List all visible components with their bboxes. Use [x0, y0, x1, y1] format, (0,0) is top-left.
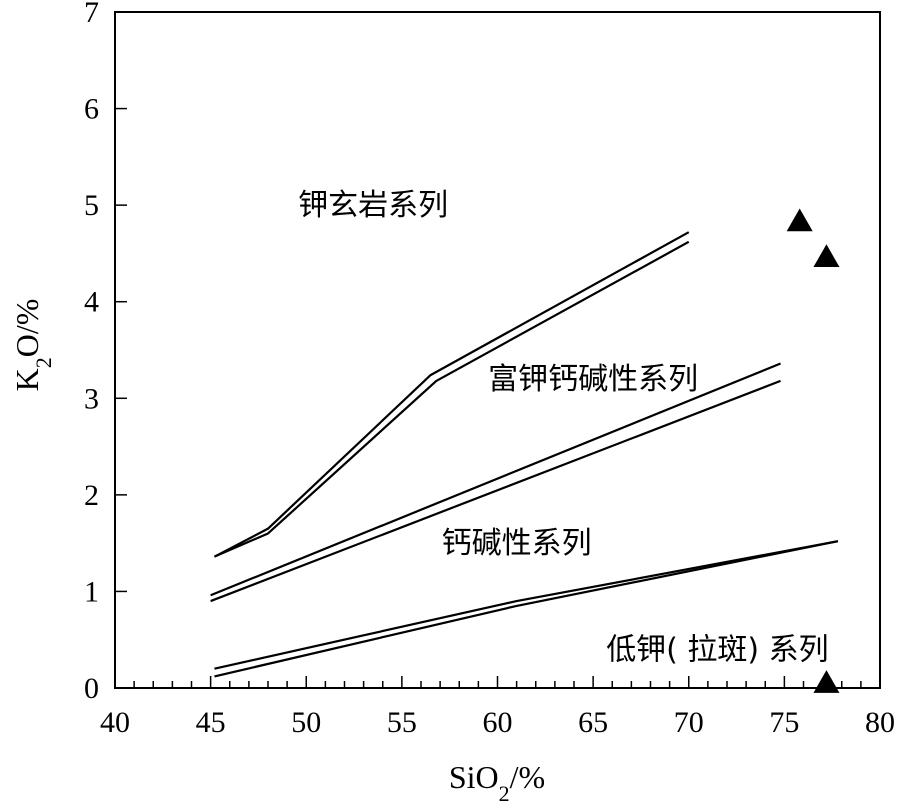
x-tick-label: 80	[865, 706, 895, 739]
data-point-triangle	[786, 208, 813, 232]
region-label: 富钾钙碱性系列	[488, 362, 698, 397]
x-axis-title-sub: 2	[499, 781, 510, 802]
y-axis-title-sub: 2	[31, 357, 56, 368]
y-tick-label: 5	[84, 189, 99, 222]
y-tick-label: 1	[84, 575, 99, 608]
boundary-line	[210, 379, 781, 603]
boundary-line	[210, 362, 781, 597]
y-axis: 0 1 2 3 4 5 6 7	[84, 0, 127, 705]
x-tick-label: 40	[100, 706, 130, 739]
region-label: 钙碱性系列	[442, 526, 592, 561]
region-label: 钾玄岩系列	[298, 188, 448, 223]
y-axis-title: K2O/%	[9, 299, 56, 392]
boundary-line	[213, 231, 690, 558]
x-tick-label: 65	[578, 706, 608, 739]
x-tick-label: 75	[769, 706, 799, 739]
y-tick-label: 4	[84, 286, 99, 319]
boundary-line	[214, 540, 839, 670]
x-tick-label: 55	[387, 706, 417, 739]
x-axis-title: SiO2/%	[449, 759, 545, 802]
y-tick-label: 2	[84, 479, 99, 512]
y-tick-label: 0	[84, 672, 99, 705]
y-axis-title-rest: O/%	[9, 299, 45, 358]
x-tick-label: 45	[196, 706, 226, 739]
x-tick-label: 70	[674, 706, 704, 739]
boundary-line	[214, 540, 839, 678]
y-axis-title-base: K	[9, 368, 45, 391]
y-tick-label: 6	[84, 93, 99, 126]
x-axis-title-unit: /%	[510, 759, 546, 795]
data-point-triangle	[813, 670, 840, 693]
y-tick-label: 3	[84, 382, 99, 415]
x-axis: 40 45 50 55 60 65 70 75 80	[100, 676, 895, 739]
boundary-line	[214, 240, 690, 558]
x-tick-label: 60	[483, 706, 513, 739]
y-tick-label: 7	[84, 0, 99, 29]
region-label: 低钾( 拉斑) 系列	[606, 632, 828, 667]
x-axis-title-base: SiO	[449, 759, 499, 795]
data-points	[786, 208, 840, 693]
x-tick-label: 50	[291, 706, 321, 739]
data-point-triangle	[813, 244, 840, 268]
boundary-lines	[210, 231, 839, 678]
